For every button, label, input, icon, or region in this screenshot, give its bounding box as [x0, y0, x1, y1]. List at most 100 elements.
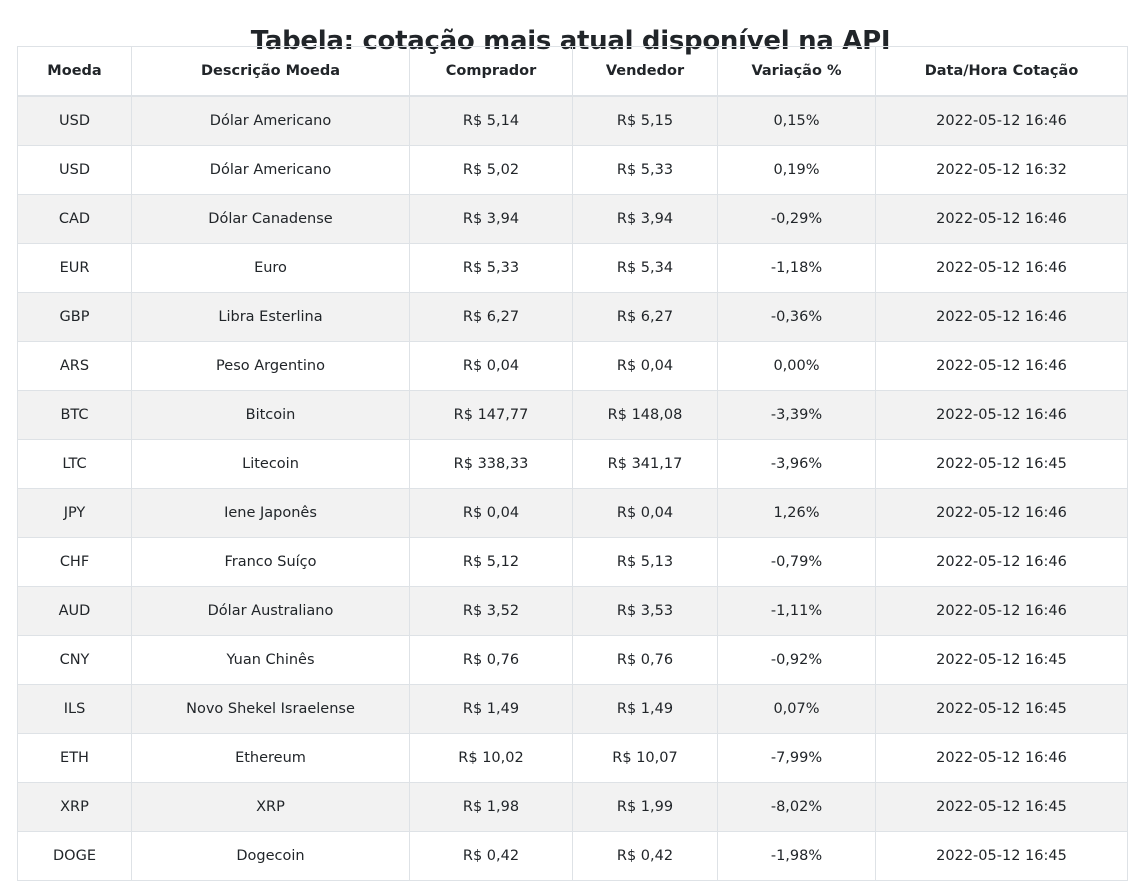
cell-comprador: R$ 0,04 — [409, 341, 573, 391]
cell-variacao: -8,02% — [717, 782, 876, 832]
cell-vendedor: R$ 5,13 — [572, 537, 718, 587]
cell-moeda: JPY — [17, 488, 132, 538]
cell-comprador: R$ 1,98 — [409, 782, 573, 832]
cell-descricao: Ethereum — [131, 733, 410, 783]
cell-data-hora: 2022-05-12 16:46 — [875, 243, 1128, 293]
cell-descricao: Bitcoin — [131, 390, 410, 440]
cell-variacao: -3,96% — [717, 439, 876, 489]
header-variacao: Variação % — [717, 46, 876, 97]
table-row: CNY Yuan Chinês R$ 0,76 R$ 0,76 -0,92% 2022-0… — [17, 635, 1128, 685]
cell-data-hora: 2022-05-12 16:46 — [875, 537, 1128, 587]
cell-data-hora: 2022-05-12 16:46 — [875, 390, 1128, 440]
cell-descricao: Novo Shekel Israelense — [131, 684, 410, 734]
cell-variacao: -1,11% — [717, 586, 876, 636]
cell-descricao: Libra Esterlina — [131, 292, 410, 342]
cell-vendedor: R$ 0,42 — [572, 831, 718, 881]
cell-variacao: 1,26% — [717, 488, 876, 538]
table-row: CHF Franco Suíço R$ 5,12 R$ 5,13 -0,79% 2022-… — [17, 537, 1128, 587]
table-row: CAD Dólar Canadense R$ 3,94 R$ 3,94 -0,29% 20… — [17, 194, 1128, 244]
cell-moeda: DOGE — [17, 831, 132, 881]
cell-vendedor: R$ 1,99 — [572, 782, 718, 832]
cell-data-hora: 2022-05-12 16:32 — [875, 145, 1128, 195]
header-row: Moeda Descrição Moeda Comprador Vendedor… — [17, 46, 1128, 97]
cell-moeda: USD — [17, 95, 132, 146]
cell-descricao: XRP — [131, 782, 410, 832]
cell-comprador: R$ 1,49 — [409, 684, 573, 734]
cell-data-hora: 2022-05-12 16:45 — [875, 831, 1128, 881]
cell-descricao: Yuan Chinês — [131, 635, 410, 685]
cell-comprador: R$ 3,94 — [409, 194, 573, 244]
table-row: BTC Bitcoin R$ 147,77 R$ 148,08 -3,39% 2022-0… — [17, 390, 1128, 440]
cell-vendedor: R$ 5,33 — [572, 145, 718, 195]
cell-data-hora: 2022-05-12 16:45 — [875, 782, 1128, 832]
table-row: JPY Iene Japonês R$ 0,04 R$ 0,04 1,26% 2022-0… — [17, 488, 1128, 538]
cell-data-hora: 2022-05-12 16:46 — [875, 488, 1128, 538]
header-vendedor: Vendedor — [572, 46, 718, 97]
cell-comprador: R$ 6,27 — [409, 292, 573, 342]
table-row: ILS Novo Shekel Israelense R$ 1,49 R$ 1,49 0… — [17, 684, 1128, 734]
cell-variacao: -0,79% — [717, 537, 876, 587]
cell-moeda: ILS — [17, 684, 132, 734]
cell-variacao: 0,15% — [717, 95, 876, 146]
cell-descricao: Litecoin — [131, 439, 410, 489]
cell-moeda: XRP — [17, 782, 132, 832]
table-row: LTC Litecoin R$ 338,33 R$ 341,17 -3,96% 2022-… — [17, 439, 1128, 489]
cell-comprador: R$ 0,76 — [409, 635, 573, 685]
cell-data-hora: 2022-05-12 16:46 — [875, 586, 1128, 636]
cell-variacao: -0,36% — [717, 292, 876, 342]
cell-moeda: CHF — [17, 537, 132, 587]
cell-variacao: 0,00% — [717, 341, 876, 391]
cell-vendedor: R$ 5,15 — [572, 95, 718, 146]
header-data-hora: Data/Hora Cotação — [875, 46, 1128, 97]
cell-variacao: -3,39% — [717, 390, 876, 440]
cell-comprador: R$ 10,02 — [409, 733, 573, 783]
cell-comprador: R$ 147,77 — [409, 390, 573, 440]
cell-descricao: Peso Argentino — [131, 341, 410, 391]
cell-variacao: 0,07% — [717, 684, 876, 734]
table-body: USD Dólar Americano R$ 5,14 R$ 5,15 0,15% 202… — [17, 95, 1128, 881]
quotes-table-container: Moeda Descrição Moeda Comprador Vendedor… — [17, 46, 1128, 881]
cell-moeda: ETH — [17, 733, 132, 783]
cell-descricao: Dólar Americano — [131, 95, 410, 146]
cell-comprador: R$ 0,04 — [409, 488, 573, 538]
cell-data-hora: 2022-05-12 16:46 — [875, 292, 1128, 342]
cell-moeda: GBP — [17, 292, 132, 342]
table-row: AUD Dólar Australiano R$ 3,52 R$ 3,53 -1,11%… — [17, 586, 1128, 636]
cell-vendedor: R$ 341,17 — [572, 439, 718, 489]
cell-descricao: Euro — [131, 243, 410, 293]
cell-comprador: R$ 3,52 — [409, 586, 573, 636]
cell-moeda: CAD — [17, 194, 132, 244]
cell-vendedor: R$ 148,08 — [572, 390, 718, 440]
cell-descricao: Dólar Australiano — [131, 586, 410, 636]
cell-data-hora: 2022-05-12 16:46 — [875, 733, 1128, 783]
cell-vendedor: R$ 5,34 — [572, 243, 718, 293]
cell-comprador: R$ 338,33 — [409, 439, 573, 489]
cell-moeda: BTC — [17, 390, 132, 440]
cell-vendedor: R$ 3,53 — [572, 586, 718, 636]
cell-variacao: -1,98% — [717, 831, 876, 881]
table-row: USD Dólar Americano R$ 5,02 R$ 5,33 0,19% 202… — [17, 145, 1128, 195]
cell-moeda: ARS — [17, 341, 132, 391]
table-row: EUR Euro R$ 5,33 R$ 5,34 -1,18% 2022-05-12 16… — [17, 243, 1128, 293]
table-header: Moeda Descrição Moeda Comprador Vendedor… — [17, 46, 1128, 97]
header-comprador: Comprador — [409, 46, 573, 97]
cell-moeda: USD — [17, 145, 132, 195]
cell-descricao: Iene Japonês — [131, 488, 410, 538]
cell-moeda: LTC — [17, 439, 132, 489]
cell-data-hora: 2022-05-12 16:46 — [875, 341, 1128, 391]
cell-vendedor: R$ 0,76 — [572, 635, 718, 685]
cell-variacao: -0,29% — [717, 194, 876, 244]
cell-comprador: R$ 5,12 — [409, 537, 573, 587]
table-row: USD Dólar Americano R$ 5,14 R$ 5,15 0,15% 202… — [17, 95, 1128, 146]
cell-vendedor: R$ 10,07 — [572, 733, 718, 783]
cell-descricao: Dólar Americano — [131, 145, 410, 195]
cell-variacao: -0,92% — [717, 635, 876, 685]
cell-variacao: -7,99% — [717, 733, 876, 783]
cell-data-hora: 2022-05-12 16:45 — [875, 635, 1128, 685]
cell-moeda: EUR — [17, 243, 132, 293]
header-descricao: Descrição Moeda — [131, 46, 410, 97]
header-moeda: Moeda — [17, 46, 132, 97]
cell-data-hora: 2022-05-12 16:46 — [875, 194, 1128, 244]
cell-comprador: R$ 5,02 — [409, 145, 573, 195]
table-row: ARS Peso Argentino R$ 0,04 R$ 0,04 0,00% 2022… — [17, 341, 1128, 391]
